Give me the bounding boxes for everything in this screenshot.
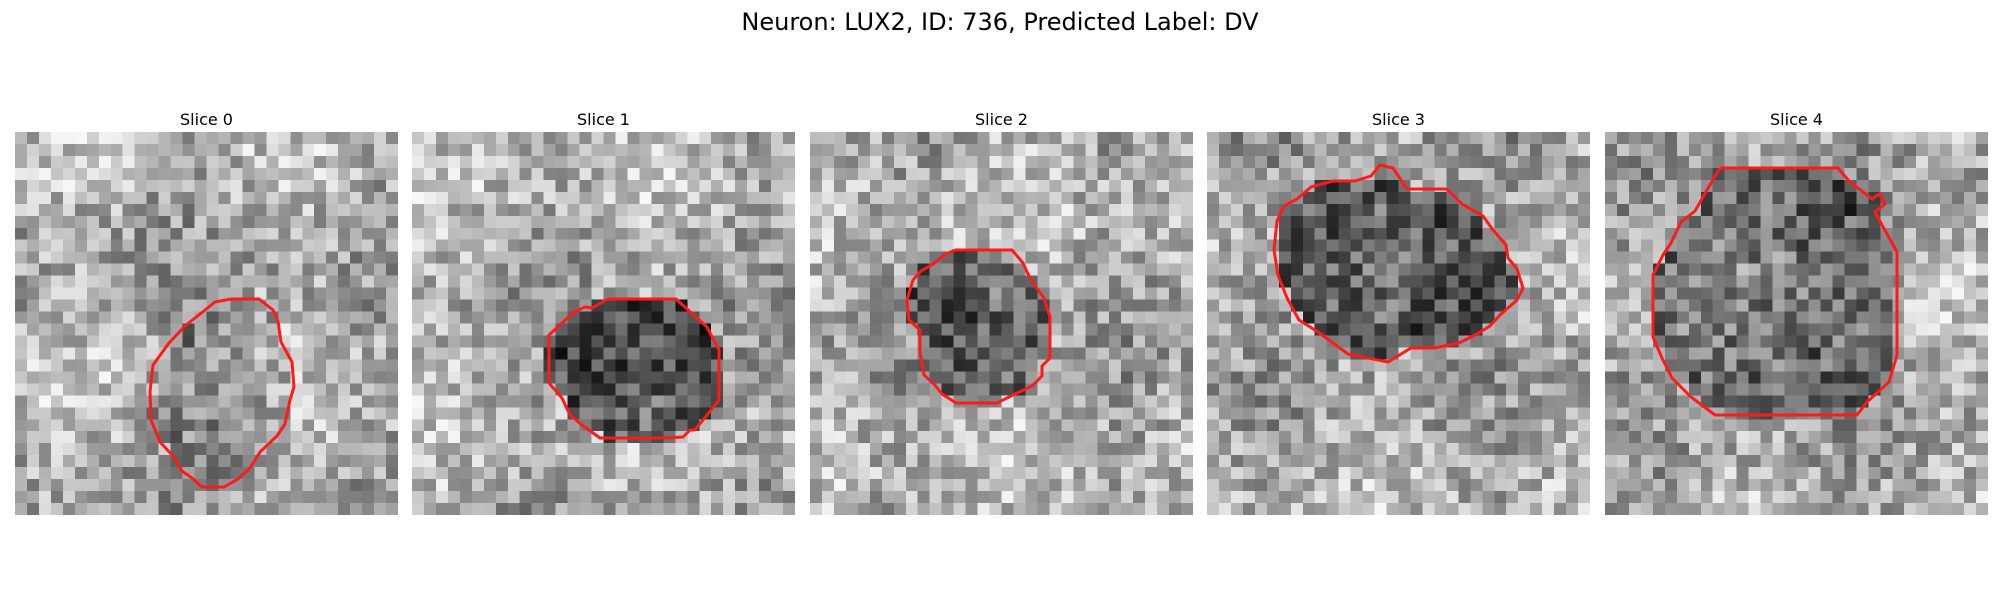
slice-panel-2: Slice 2 [810, 108, 1193, 515]
grayscale-image [810, 132, 1193, 515]
slice-title: Slice 1 [577, 110, 630, 129]
slice-panel-4: Slice 4 [1605, 108, 1988, 515]
slice-image [1605, 132, 1988, 515]
grayscale-image [15, 132, 398, 515]
roi-contour [1272, 163, 1525, 364]
grayscale-image [412, 132, 795, 515]
slice-title: Slice 4 [1770, 110, 1823, 129]
grayscale-image [1207, 132, 1590, 515]
roi-contour [547, 297, 721, 440]
roi-contour [905, 248, 1052, 405]
roi-contour [1651, 166, 1899, 417]
slice-panel-3: Slice 3 [1207, 108, 1590, 515]
slice-title: Slice 0 [180, 110, 233, 129]
slice-image [412, 132, 795, 515]
grayscale-image [1605, 132, 1988, 515]
roi-contour [148, 297, 296, 489]
slice-image [15, 132, 398, 515]
slice-title: Slice 3 [1372, 110, 1425, 129]
slice-image [810, 132, 1193, 515]
slice-panel-1: Slice 1 [412, 108, 795, 515]
slice-image [1207, 132, 1590, 515]
slice-title: Slice 2 [975, 110, 1028, 129]
figure-title: Neuron: LUX2, ID: 736, Predicted Label: … [741, 8, 1259, 36]
slice-panel-0: Slice 0 [15, 108, 398, 515]
